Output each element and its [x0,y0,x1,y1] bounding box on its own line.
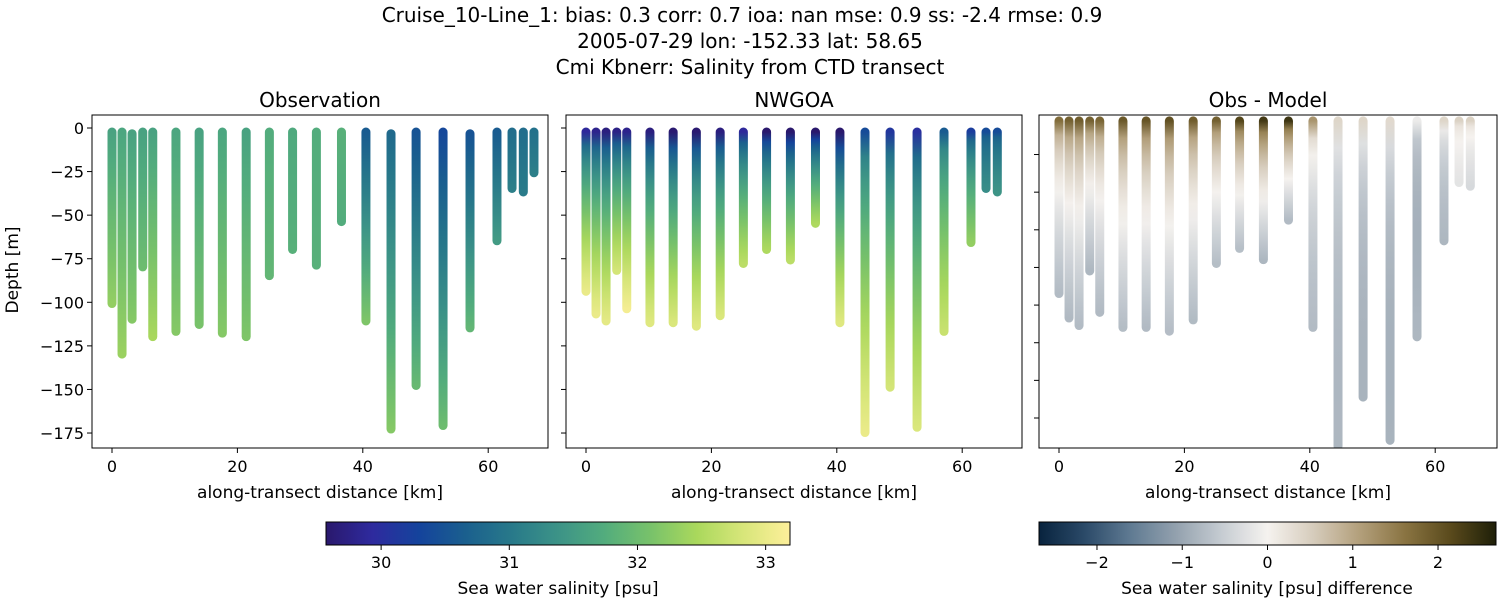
x-tick-label: 20 [1174,457,1194,476]
colorbar-tick-label: 1 [1348,553,1358,572]
x-tick-label: 20 [701,457,721,476]
x-tick-label: 0 [581,457,591,476]
y-tick-label: −100 [40,293,84,312]
x-tick-label: 40 [353,457,373,476]
diff-plot-area [1054,116,1475,448]
colorbar-tick-label: −1 [1170,553,1194,572]
colorbar-tick-label: 30 [371,553,391,572]
salinity-colorbar [325,521,791,546]
title-line-2: 2005-07-29 lon: -152.33 lat: 58.65 [577,29,923,53]
colorbar-tick-label: 2 [1433,553,1443,572]
x-tick-label: 60 [952,457,972,476]
y-tick-label: −175 [40,424,84,443]
colorbar-tick-label: 33 [755,553,775,572]
observation-axes-frame [91,114,549,449]
y-ticks: 0 −25 −50 −75 −100 −125 −150 −175 [40,119,1039,443]
x-tick-label: 20 [227,457,247,476]
nwgoa-axes-frame [565,114,1023,449]
x-tick-label: 40 [1300,457,1320,476]
nwgoa-plot-area [581,127,1002,438]
panel-title-diff: Obs - Model [1209,88,1328,112]
y-tick-label: −125 [40,337,84,356]
x-axis-label-nwgoa: along-transect distance [km] [671,483,917,503]
colorbar-tick-label: 0 [1262,553,1272,572]
y-tick-label: −150 [40,380,84,399]
panel-title-nwgoa: NWGOA [754,88,834,112]
x-axis-label-diff: along-transect distance [km] [1145,483,1391,503]
y-tick-label: 0 [74,119,84,138]
y-tick-label: −50 [50,206,84,225]
difference-colorbar [1038,521,1497,546]
x-ticks: 0 20 40 60 0 20 40 60 0 20 40 60 [107,448,1445,476]
panel-title-observation: Observation [259,88,381,112]
x-tick-label: 40 [827,457,847,476]
salinity-colorbar-label: Sea water salinity [psu] [458,579,659,599]
colorbar-tick-label: −2 [1085,553,1109,572]
x-tick-label: 0 [1054,457,1064,476]
y-tick-label: −75 [50,250,84,269]
y-tick-label: −25 [50,163,84,182]
title-line-3: Cmi Kbnerr: Salinity from CTD transect [556,55,945,79]
diff-axes-frame [1038,114,1498,449]
x-axis-label-observation: along-transect distance [km] [197,483,443,503]
colorbar-tick-label: 31 [499,553,519,572]
y-axis-label: Depth [m] [3,226,23,313]
x-tick-label: 0 [107,457,117,476]
colorbar-tick-label: 32 [627,553,647,572]
observation-plot-area [107,127,539,434]
colorbar-ticks: 30 31 32 33 −2 −1 0 1 2 [371,545,1443,572]
difference-colorbar-label: Sea water salinity [psu] difference [1121,579,1413,599]
title-line-1: Cruise_10-Line_1: bias: 0.3 corr: 0.7 io… [382,3,1103,27]
x-tick-label: 60 [1425,457,1445,476]
x-tick-label: 60 [478,457,498,476]
